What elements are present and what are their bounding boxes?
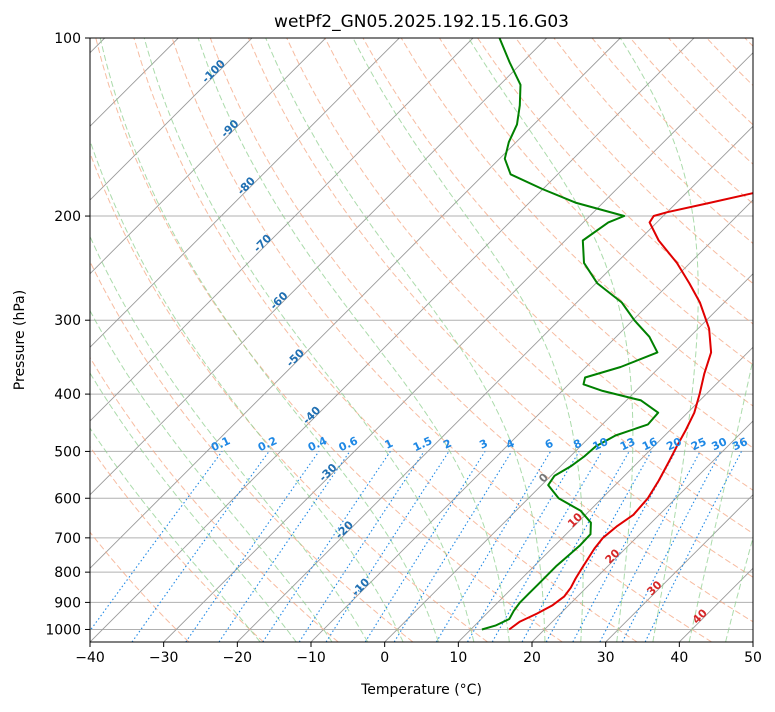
- y-tick-label: 200: [54, 209, 81, 225]
- x-tick-label: 20: [523, 650, 541, 666]
- isotherm-line: [753, 38, 775, 642]
- y-tick-label: 300: [54, 313, 81, 329]
- y-tick-label: 1000: [45, 622, 81, 638]
- x-tick-label: −10: [296, 650, 326, 666]
- x-tick-label: 10: [449, 650, 467, 666]
- y-tick-label: 500: [54, 444, 81, 460]
- y-tick-label: 600: [54, 491, 81, 507]
- y-axis-label: Pressure (hPa): [12, 290, 28, 390]
- x-tick-label: 40: [670, 650, 688, 666]
- y-tick-label: 900: [54, 595, 81, 611]
- x-axis-label: Temperature (°C): [360, 682, 482, 698]
- y-tick-label: 700: [54, 531, 81, 547]
- x-tick-label: 30: [597, 650, 615, 666]
- x-tick-label: −30: [149, 650, 179, 666]
- y-tick-label: 100: [54, 31, 81, 47]
- chart-title: wetPf2_GN05.2025.192.15.16.G03: [274, 12, 569, 32]
- y-tick-label: 400: [54, 387, 81, 403]
- x-tick-label: 0: [380, 650, 389, 666]
- x-tick-label: −20: [223, 650, 253, 666]
- x-tick-label: −40: [75, 650, 105, 666]
- x-tick-label: 50: [744, 650, 762, 666]
- y-tick-label: 800: [54, 565, 81, 581]
